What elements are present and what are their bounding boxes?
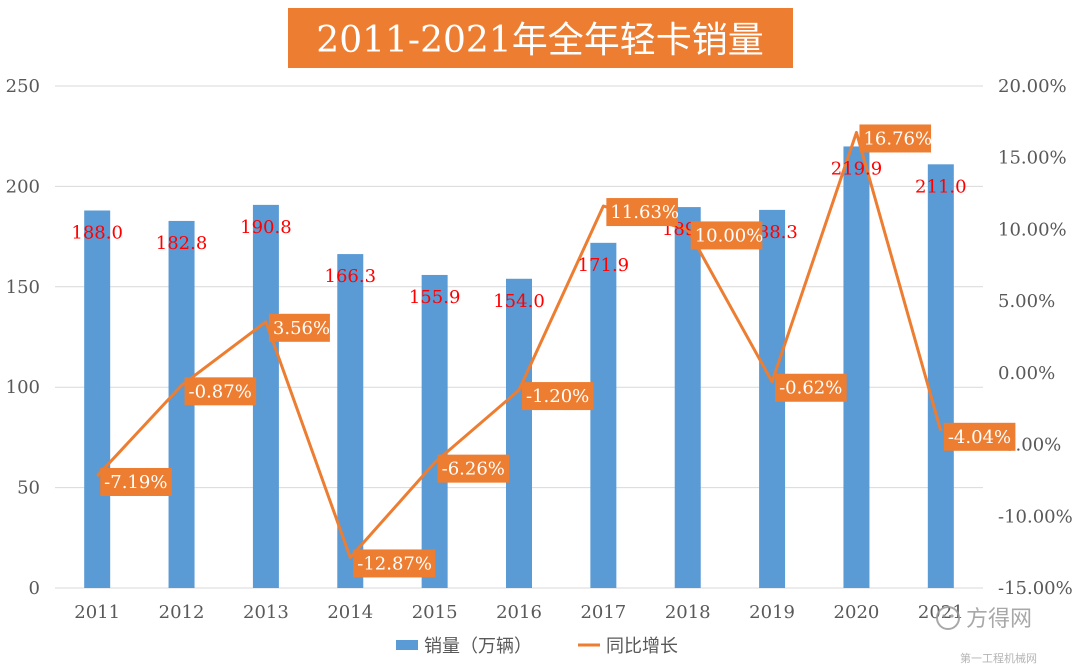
line-data-label: -0.62%	[779, 378, 842, 399]
x-tick-label: 2018	[665, 602, 711, 623]
line-label-box	[690, 221, 763, 250]
line-label-box	[775, 373, 847, 402]
bar-data-label: 219.9	[831, 158, 883, 179]
line-label-box	[100, 467, 172, 496]
line-data-label: -12.87%	[357, 553, 432, 574]
line-label-box	[859, 124, 932, 153]
y-left-tick-label: 200	[6, 176, 40, 197]
bar-data-label: 171.9	[578, 255, 630, 276]
line-label-box	[522, 382, 594, 411]
bar-data-label: 154.0	[493, 291, 545, 312]
y-right-tick-label: 10.00%	[998, 219, 1067, 240]
line-label-box	[943, 422, 1016, 451]
bar	[843, 146, 870, 588]
bar	[252, 204, 279, 588]
line-data-label: -6.26%	[442, 459, 505, 480]
y-axis-right: -15.00%-10.00%-5.00%0.00%5.00%10.00%15.0…	[998, 76, 1073, 599]
x-tick-label: 2013	[243, 602, 289, 623]
x-tick-label: 2015	[412, 602, 458, 623]
y-left-tick-label: 150	[6, 277, 40, 298]
bar-data-label: 188.0	[71, 222, 123, 243]
line-data-label: 10.00%	[695, 225, 764, 246]
line-label-box	[606, 198, 678, 227]
watermark-wechat-icon	[936, 606, 960, 630]
bar	[506, 278, 532, 588]
line-label-box	[437, 454, 510, 483]
line-data-label: -0.87%	[189, 381, 252, 402]
watermark-logo: 方得网 第一工程机械网	[936, 606, 1037, 665]
bar	[674, 207, 701, 588]
y-right-tick-label: 5.00%	[998, 291, 1055, 312]
bar	[590, 242, 617, 588]
bar-data-label: 182.8	[156, 233, 208, 254]
x-tick-label: 2011	[74, 602, 120, 623]
x-tick-label: 2017	[580, 602, 626, 623]
line-data-label: -1.20%	[526, 386, 589, 407]
y-left-tick-label: 0	[29, 578, 40, 599]
y-left-tick-label: 250	[6, 76, 40, 97]
y-right-tick-label: -15.00%	[998, 578, 1073, 599]
line-label-box	[353, 549, 436, 578]
x-tick-label: 2016	[496, 602, 542, 623]
bar-data-label: 155.9	[409, 287, 461, 308]
line-data-label: 16.76%	[863, 128, 932, 149]
line-data-label: 3.56%	[273, 318, 330, 339]
line-label-box	[268, 313, 330, 342]
y-axis-left: 0 50 100 150 200 250	[6, 76, 40, 599]
y-right-tick-label: 0.00%	[998, 363, 1055, 384]
x-tick-label: 2012	[159, 602, 205, 623]
bar-series	[84, 146, 954, 589]
bar-data-label: 166.3	[325, 266, 377, 287]
y-left-tick-label: 50	[17, 478, 40, 499]
y-left-tick-label: 100	[6, 377, 40, 398]
bar-data-label: 211.0	[915, 176, 967, 197]
legend-label-bar: 销量（万辆）	[424, 636, 532, 657]
line-data-label: -4.04%	[948, 427, 1011, 448]
line-series	[96, 130, 943, 559]
y-right-tick-label: 15.00%	[998, 148, 1067, 169]
bar	[84, 210, 111, 588]
line-data-labels: -7.19% -0.87% 3.56% -12.87% -6.26% -1.20% 11.6…	[100, 124, 1016, 578]
x-tick-label: 2019	[749, 602, 795, 623]
y-right-tick-label: 20.00%	[998, 76, 1067, 97]
x-axis: 2011 2012 2013 2014 2015 2016 2017 2018 2019 2020…	[74, 602, 963, 623]
line-data-label: 11.63%	[610, 202, 679, 223]
chart-title-background	[288, 8, 793, 68]
y-right-tick-label: -10.00%	[998, 506, 1073, 527]
bar	[421, 274, 448, 588]
line-data-label: -7.19%	[104, 472, 167, 493]
line-label-box	[184, 377, 257, 406]
bar-data-label: 190.8	[240, 217, 292, 238]
x-tick-label: 2014	[327, 602, 373, 623]
chart-title: 2011-2021年全年轻卡销量	[316, 20, 763, 61]
bar	[337, 254, 364, 589]
legend-swatch-bar	[396, 640, 418, 650]
watermark-text: 方得网	[966, 607, 1032, 632]
legend-label-line: 同比增长	[606, 636, 678, 657]
legend: 销量（万辆） 同比增长	[396, 636, 678, 657]
bar	[927, 164, 954, 588]
x-tick-label: 2020	[834, 602, 880, 623]
growth-line	[96, 130, 943, 559]
watermark-subtext: 第一工程机械网	[960, 651, 1037, 665]
